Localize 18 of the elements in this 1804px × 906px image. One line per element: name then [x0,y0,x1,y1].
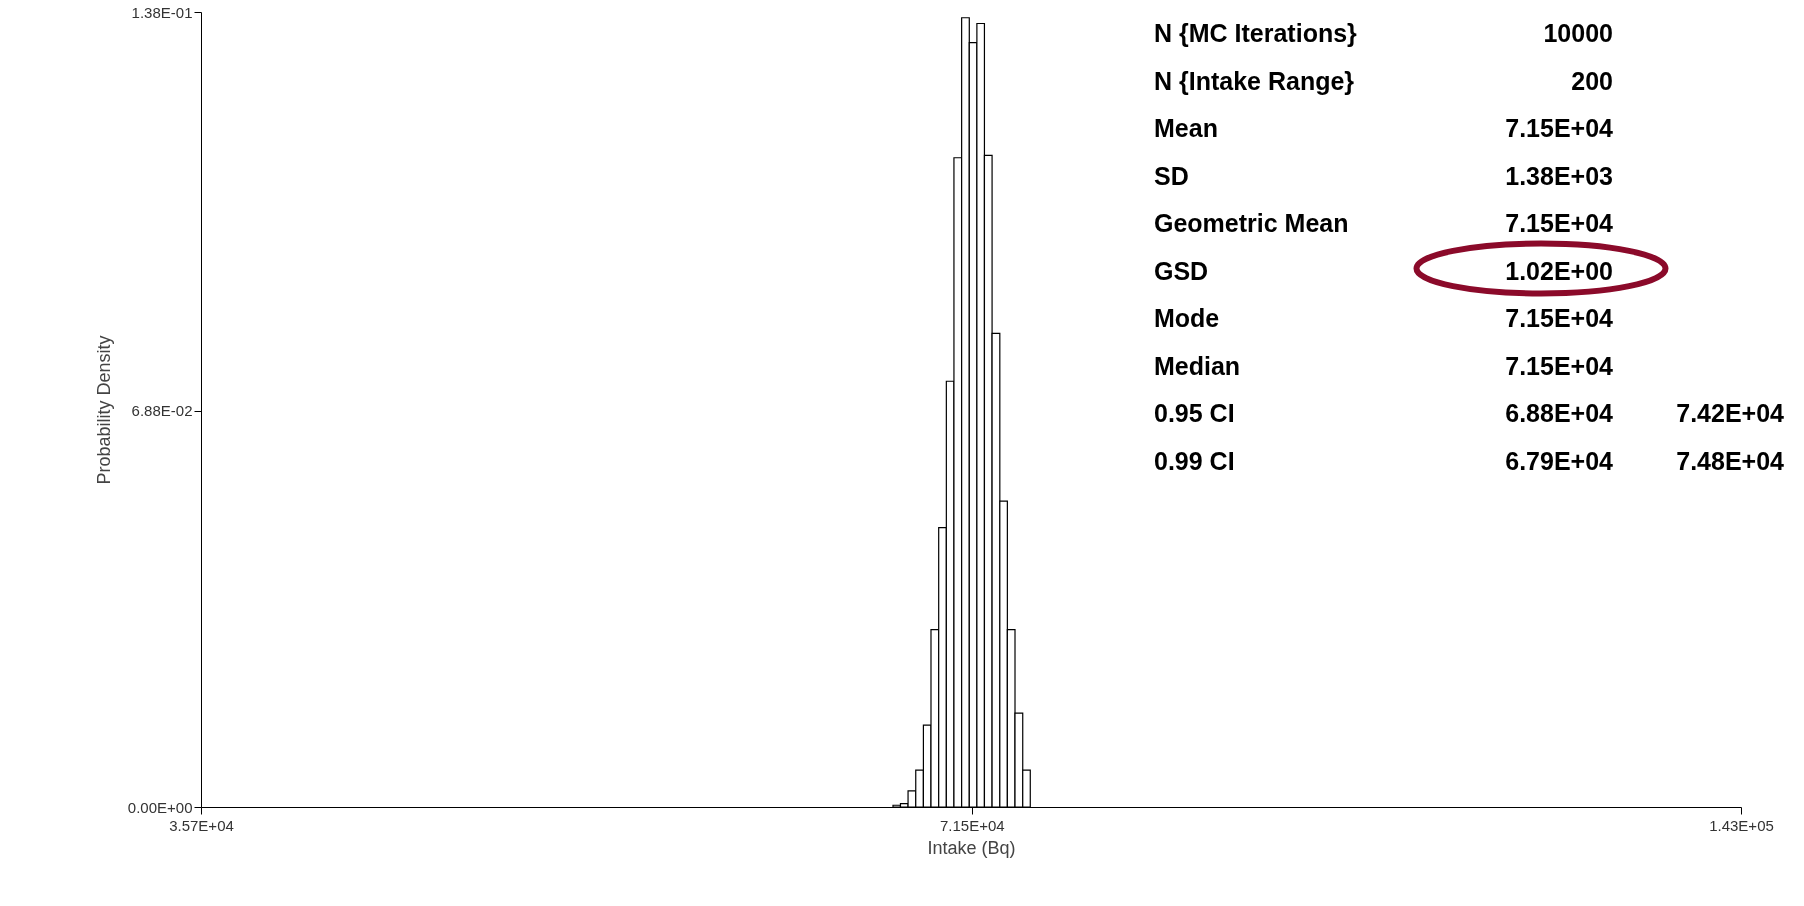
x-tick-label: 1.43E+05 [1709,816,1774,834]
x-tick-label: 3.57E+04 [169,816,234,834]
x-axis-title: Intake (Bq) [927,837,1016,858]
text: Mode 7.15E+04 [1154,304,1613,332]
y-axis-title: Probability Density [93,335,114,485]
y-tick-label: 1.38E-01 [131,3,193,21]
y-tick-label: 0.00E+00 [127,798,193,816]
text: 0.99 CI 6.79E+04 7.48E+04 [1154,446,1784,475]
text: SD 1.38E+03 [1154,161,1613,190]
text: Mean 7.15E+04 [1154,114,1613,142]
text: Geometric Mean 7.15E+04 [1154,209,1613,237]
text: 0.95 CI 6.88E+04 7.42E+04 [1154,399,1784,427]
text: N {MC Iterations} 10000 [1154,19,1613,47]
x-tick-label: 7.15E+04 [939,816,1005,834]
text: N {Intake Range} 200 [1154,66,1613,95]
text: Median 7.15E+04 [1154,351,1613,380]
y-tick-label: 6.88E-02 [131,402,193,420]
text: GSD 1.02E+00 [1154,256,1613,285]
